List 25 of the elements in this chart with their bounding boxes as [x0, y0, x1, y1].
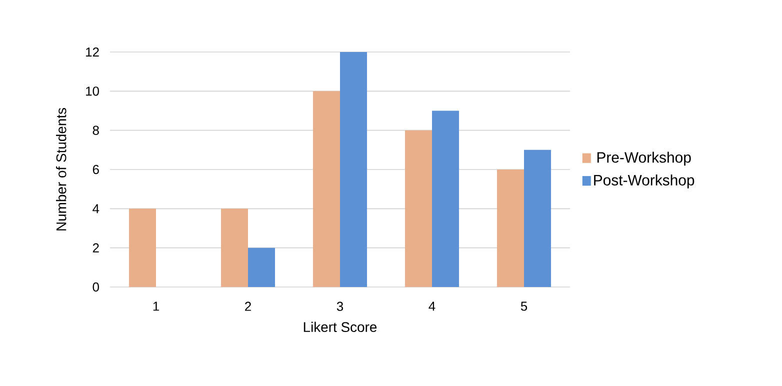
bar [497, 170, 524, 287]
y-axis-title: Number of Students [56, 108, 66, 230]
y-tick-label: 2 [92, 243, 99, 252]
y-tick-label: 6 [92, 164, 99, 174]
x-tick-label: 5 [520, 302, 528, 311]
bar [432, 110, 460, 287]
bar [524, 150, 552, 287]
x-tick-label: 2 [245, 302, 251, 311]
bar [221, 208, 248, 287]
bar [405, 130, 432, 287]
y-tick-label: 8 [92, 126, 99, 135]
legend-label: Pre-Workshop [597, 152, 691, 166]
y-tick-label: 4 [92, 204, 100, 214]
x-tick-label: 1 [153, 302, 159, 311]
bar [313, 91, 340, 287]
x-tick-label: 4 [428, 302, 436, 311]
x-axis-title: Likert Score [304, 322, 377, 332]
bar [129, 208, 156, 287]
y-tick-label: 12 [86, 47, 99, 57]
x-tick-label: 3 [336, 302, 344, 311]
y-tick-label: 0 [92, 282, 99, 292]
legend-label: Post-Workshop [594, 174, 694, 188]
y-tick-label: 10 [86, 86, 99, 96]
bar [340, 52, 367, 287]
bar [248, 248, 275, 287]
